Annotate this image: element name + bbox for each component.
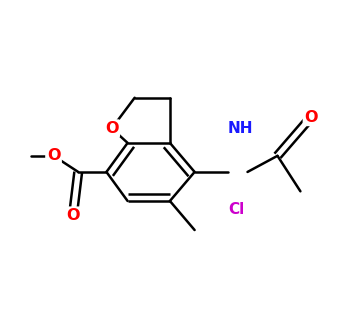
Text: Cl: Cl <box>228 202 244 216</box>
Text: NH: NH <box>228 121 254 136</box>
Text: O: O <box>105 121 118 136</box>
Text: O: O <box>304 110 318 124</box>
Text: O: O <box>47 148 60 163</box>
Text: O: O <box>66 208 80 223</box>
